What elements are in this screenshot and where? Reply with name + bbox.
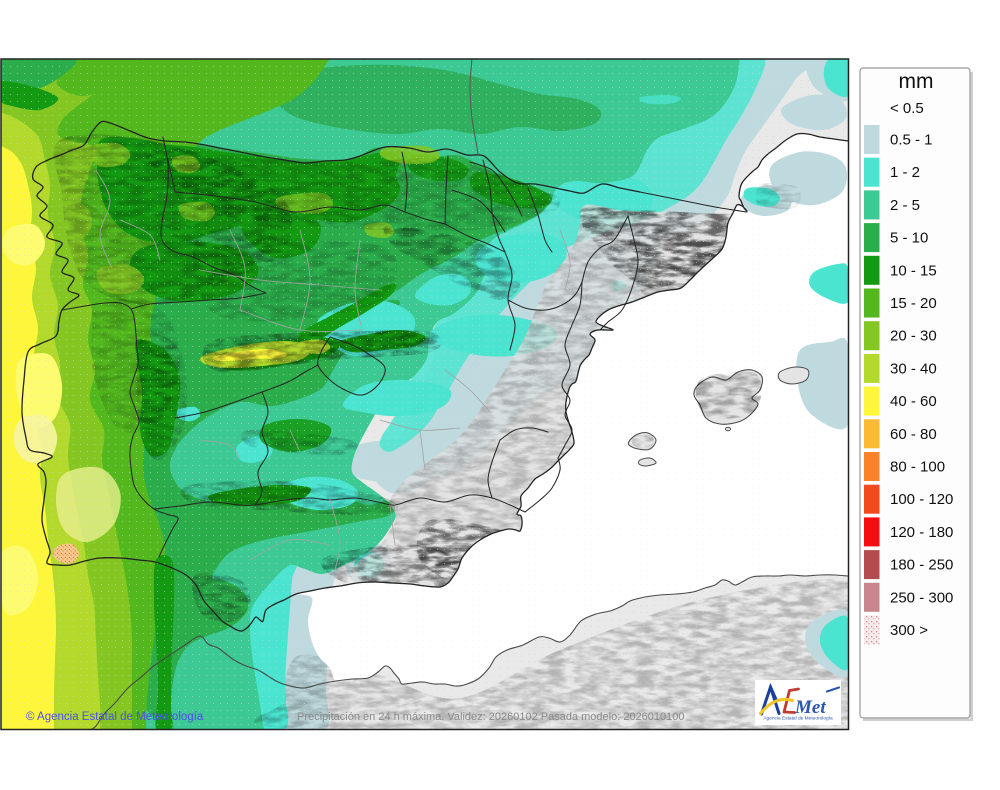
svg-text:60 - 80: 60 - 80 bbox=[890, 426, 937, 443]
svg-text:10 - 15: 10 - 15 bbox=[890, 262, 937, 279]
svg-text:mm: mm bbox=[899, 70, 934, 93]
svg-text:5 - 10: 5 - 10 bbox=[890, 230, 928, 247]
svg-text:0.5 - 1: 0.5 - 1 bbox=[890, 132, 933, 149]
svg-text:120 - 180: 120 - 180 bbox=[890, 524, 953, 541]
svg-text:< 0.5: < 0.5 bbox=[890, 100, 924, 117]
svg-text:80 - 100: 80 - 100 bbox=[890, 459, 945, 476]
svg-text:Met: Met bbox=[794, 697, 826, 718]
svg-text:20 - 30: 20 - 30 bbox=[890, 328, 937, 345]
svg-text:Precipitación en 24 h máxima.: Precipitación en 24 h máxima. Validez: 2… bbox=[297, 711, 685, 723]
svg-text:2 - 5: 2 - 5 bbox=[890, 197, 920, 214]
svg-text:300 >: 300 > bbox=[890, 622, 928, 639]
svg-text:250 - 300: 250 - 300 bbox=[890, 589, 953, 606]
svg-text:180 - 250: 180 - 250 bbox=[890, 557, 953, 574]
svg-text:Agencia Estatal de Meteorologí: Agencia Estatal de Meteorología bbox=[763, 716, 833, 722]
svg-text:40 - 60: 40 - 60 bbox=[890, 393, 937, 410]
svg-text:15 - 20: 15 - 20 bbox=[890, 295, 937, 312]
svg-text:© Agencia Estatal de Meteorolo: © Agencia Estatal de Meteorología bbox=[26, 711, 204, 723]
svg-text:1 - 2: 1 - 2 bbox=[890, 164, 920, 181]
svg-text:30 - 40: 30 - 40 bbox=[890, 360, 937, 377]
svg-text:100 - 120: 100 - 120 bbox=[890, 491, 953, 508]
